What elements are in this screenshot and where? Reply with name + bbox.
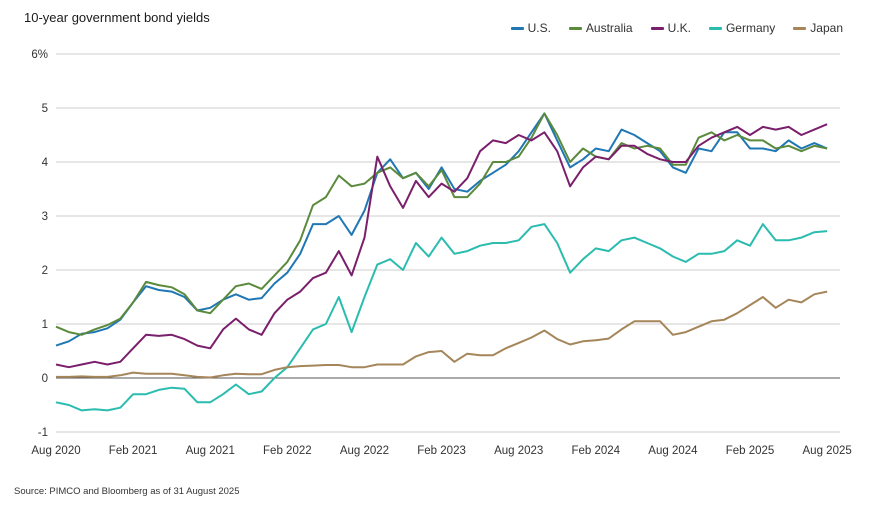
x-tick-label: Aug 2023 [494, 445, 543, 457]
legend-swatch [708, 26, 722, 30]
y-tick-label: -1 [38, 427, 48, 439]
y-tick-label: 5 [42, 103, 48, 115]
x-tick-label: Aug 2025 [803, 445, 852, 457]
x-tick-label: Feb 2022 [263, 445, 312, 457]
legend-item: Germany [708, 21, 776, 35]
y-tick-label: 3 [42, 211, 48, 223]
legend-swatch [510, 26, 524, 30]
series-line-u-s [55, 112, 828, 347]
series-line-australia [55, 112, 828, 336]
series-line-u-k [55, 123, 828, 369]
series-line-germany [55, 223, 828, 412]
y-axis-ticks: 6% 5 4 3 2 1 0 -1 [31, 49, 48, 439]
source-note: Source: PIMCO and Bloomberg as of 31 Aug… [14, 486, 240, 497]
series-lines [55, 112, 828, 412]
x-tick-label: Feb 2023 [417, 445, 466, 457]
x-tick-label: Feb 2021 [109, 445, 158, 457]
x-tick-label: Aug 2024 [648, 445, 698, 457]
legend-item: U.S. [510, 21, 551, 35]
chart-title: 10-year government bond yields [24, 10, 210, 25]
x-tick-label: Feb 2024 [571, 445, 620, 457]
legend-item: U.K. [650, 21, 691, 35]
grid-lines [56, 53, 840, 433]
legend-item: Japan [793, 21, 843, 35]
x-tick-label: Aug 2022 [340, 445, 389, 457]
legend-label: U.K. [667, 21, 691, 35]
legend: U.S. Australia U.K. Germany Japan [510, 21, 843, 35]
y-tick-label: 2 [42, 265, 48, 277]
legend-label: U.S. [527, 21, 551, 35]
legend-label: Japan [810, 21, 843, 35]
y-tick-label: 1 [42, 319, 48, 331]
legend-label: Germany [725, 21, 776, 35]
x-tick-label: Aug 2020 [31, 445, 80, 457]
x-tick-label: Aug 2021 [186, 445, 235, 457]
y-tick-label: 0 [42, 373, 48, 385]
legend-swatch [793, 26, 807, 30]
legend-swatch [568, 26, 582, 30]
y-tick-label: 4 [42, 157, 49, 169]
legend-label: Australia [585, 21, 633, 35]
series-line-japan [56, 290, 828, 379]
y-tick-label: 6% [31, 49, 48, 61]
x-axis-ticks: Aug 2020 Feb 2021 Aug 2021 Feb 2022 Aug 2022… [31, 445, 851, 457]
x-tick-label: Feb 2025 [726, 445, 775, 457]
legend-item: Australia [568, 21, 633, 35]
legend-swatch [650, 26, 664, 30]
